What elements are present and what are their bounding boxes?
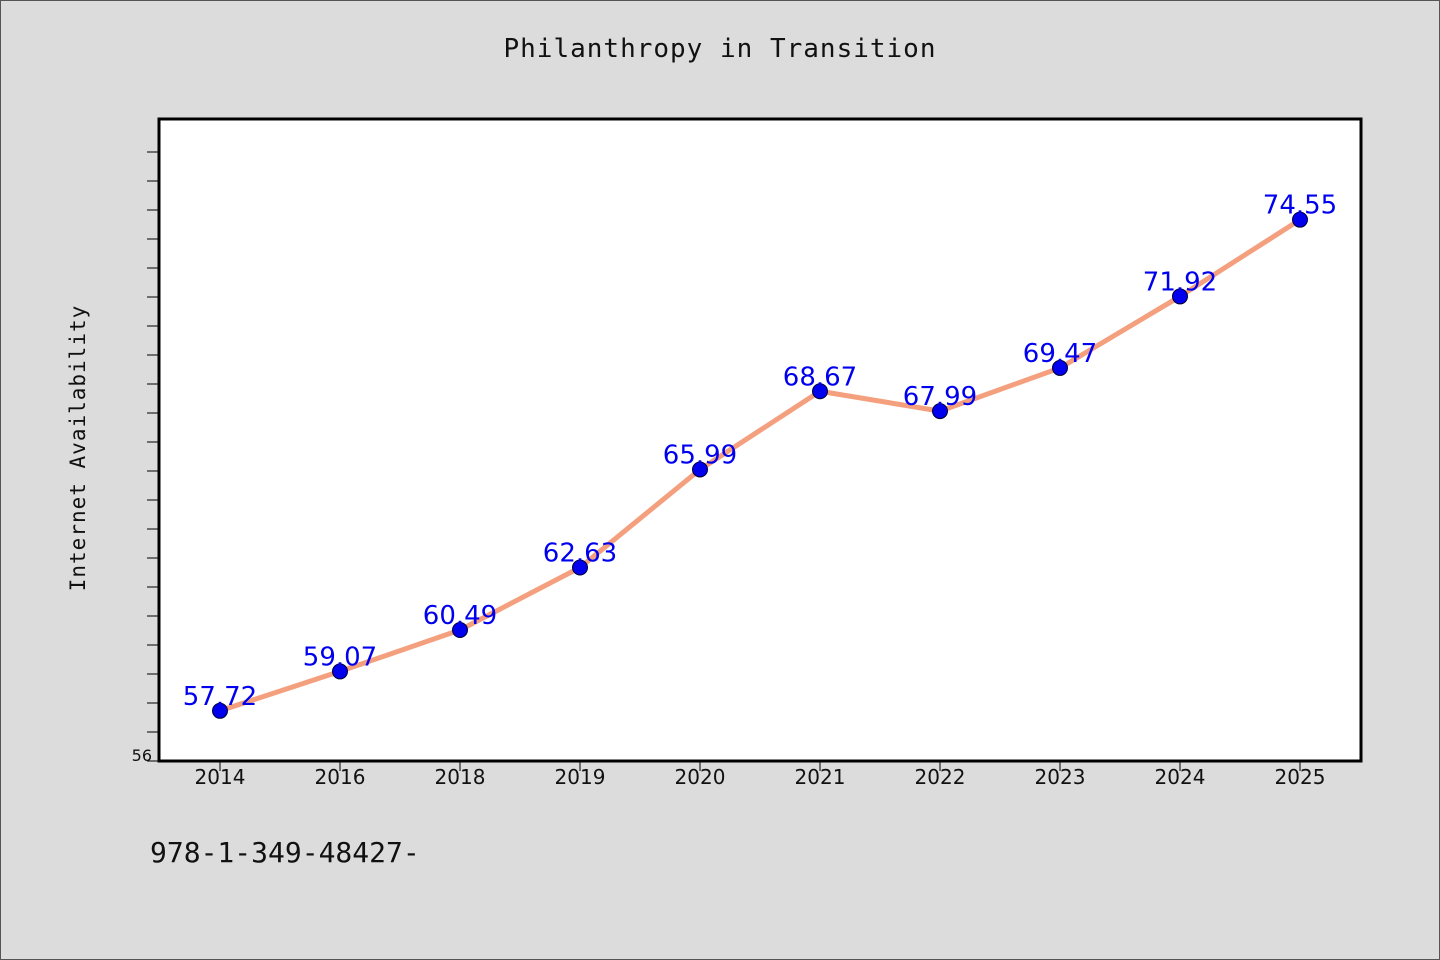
data-point [932,403,948,420]
data-label: 74.55 [1263,191,1337,221]
data-point [812,383,828,400]
x-tick-label: 2022 [915,765,966,789]
data-label: 68.67 [783,362,857,392]
data-label: 57.72 [183,682,257,712]
data-label: 67.99 [903,382,977,412]
data-label: 60.49 [423,601,497,631]
data-label: 71.92 [1143,267,1217,297]
x-tick-label: 2018 [435,765,486,789]
data-point [572,559,588,576]
data-point [332,663,348,680]
data-label: 69.47 [1023,339,1097,369]
x-tick-label: 2014 [195,765,246,789]
x-tick-label: 2021 [795,765,846,789]
x-tick-label: 2024 [1155,765,1206,789]
data-point [1172,288,1188,305]
data-label: 62.63 [543,539,617,569]
data-point [692,461,708,478]
plot-area [157,117,1363,763]
x-tick-label: 2019 [555,765,606,789]
footer-text: 978-1-349-48427- [150,836,420,869]
x-tick-label: 2025 [1275,765,1326,789]
data-label: 65.99 [663,440,737,470]
x-tick-label: 2023 [1035,765,1086,789]
y-tick-label: 56 [132,746,152,765]
data-point [212,702,228,719]
x-tick-label: 2020 [675,765,726,789]
data-point [1292,211,1308,228]
chart-title: Philanthropy in Transition [503,34,937,64]
series-line [217,217,1303,714]
x-tick-label: 2016 [315,765,366,789]
data-label: 59.07 [303,642,377,672]
data-point [1052,359,1068,376]
data-point [452,621,468,638]
